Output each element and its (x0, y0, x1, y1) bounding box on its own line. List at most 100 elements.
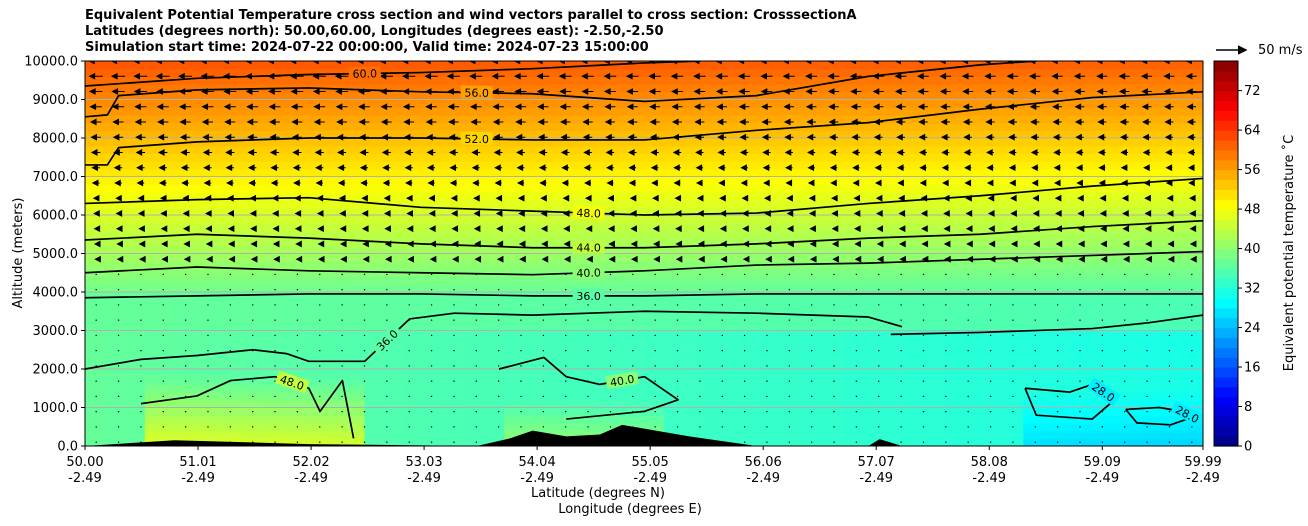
field-cell (85, 114, 106, 124)
wind-vector (676, 334, 679, 337)
field-cell (564, 299, 585, 308)
field-cell (184, 199, 206, 208)
colorbar-band (1214, 70, 1238, 82)
wind-vector (516, 179, 525, 187)
x-tick-label-lat: 51.01 (179, 455, 216, 470)
field-cell (204, 76, 226, 85)
wind-vector (1079, 319, 1081, 321)
field-cell (304, 199, 326, 208)
field-cell (803, 268, 825, 278)
field-cell (584, 284, 605, 293)
field-cell (703, 322, 725, 332)
field-cell (504, 191, 525, 201)
field-cell (1003, 268, 1024, 278)
field-cell (663, 230, 685, 239)
field-cell (544, 338, 565, 347)
field-cell (743, 138, 765, 147)
wind-vector (296, 426, 299, 428)
wind-vector (878, 334, 880, 337)
field-cell (1183, 392, 1203, 401)
field-cell (344, 299, 366, 308)
field-cell (624, 122, 645, 131)
field-cell (284, 215, 306, 224)
wind-vector (605, 149, 615, 156)
field-cell (624, 361, 645, 370)
field-cell (1123, 322, 1144, 332)
wind-vector (587, 349, 589, 352)
wind-vector (810, 426, 813, 428)
field-cell (344, 261, 366, 270)
field-cell (584, 353, 605, 362)
field-cell (604, 361, 625, 370)
field-cell (1163, 369, 1184, 378)
wind-vector (155, 61, 171, 65)
field-cell (324, 422, 346, 432)
field-cell (703, 222, 725, 231)
field-cell (1003, 422, 1024, 432)
wind-vector (430, 410, 433, 413)
field-cell (304, 322, 326, 332)
x-tick-label-lon: -2.49 (746, 471, 780, 486)
wind-vector (386, 395, 388, 398)
field-cell (584, 322, 605, 332)
wind-vector (922, 334, 925, 337)
field-cell (683, 215, 705, 224)
field-cell (1183, 238, 1203, 247)
field-cell (923, 168, 945, 178)
field-cell (823, 215, 845, 224)
field-cell (244, 330, 266, 339)
field-cell (144, 345, 166, 355)
wind-vector (430, 426, 433, 428)
field-cell (663, 376, 685, 385)
field-cell (743, 68, 765, 77)
wind-vector (788, 380, 791, 382)
field-cell (324, 276, 346, 285)
field-cell (324, 392, 346, 401)
field-cell (1123, 245, 1144, 255)
field-cell (963, 322, 984, 332)
field-cell (943, 430, 965, 439)
wind-vector (878, 426, 880, 428)
field-cell (923, 222, 945, 231)
field-cell (1023, 184, 1044, 193)
field-cell (85, 261, 106, 270)
field-cell (144, 253, 166, 262)
field-cell (184, 168, 206, 178)
wind-vector (207, 349, 209, 352)
field-cell (184, 61, 206, 70)
field-cell (184, 361, 206, 370)
wind-vector (116, 240, 123, 248)
field-cell (1163, 215, 1184, 224)
field-cell (1163, 145, 1184, 154)
field-cell (504, 153, 525, 162)
wind-vector (542, 319, 545, 321)
wind-vector (1056, 380, 1059, 382)
field-cell (304, 130, 326, 139)
field-cell (723, 168, 745, 178)
field-cell (604, 384, 625, 393)
field-cell (164, 261, 186, 270)
wind-vector (135, 133, 146, 141)
field-cell (224, 415, 246, 424)
wind-vector (632, 365, 634, 367)
field-cell (324, 399, 346, 409)
field-cell (344, 168, 366, 178)
wind-vector (586, 255, 593, 263)
field-cell (723, 76, 745, 85)
field-cell (504, 68, 525, 77)
field-cell (124, 91, 146, 101)
wind-vector (900, 410, 902, 413)
wind-vector (627, 133, 637, 141)
wind-vector (899, 255, 906, 263)
field-cell (144, 107, 166, 116)
field-cell (763, 345, 785, 355)
field-cell (863, 292, 885, 301)
colorbar-band (1214, 80, 1238, 92)
field-cell (264, 230, 286, 239)
wind-vector (852, 164, 860, 172)
field-cell (663, 330, 685, 339)
field-cell (344, 292, 366, 301)
wind-vector (762, 149, 771, 156)
field-cell (663, 353, 685, 362)
wind-vector (229, 334, 232, 337)
